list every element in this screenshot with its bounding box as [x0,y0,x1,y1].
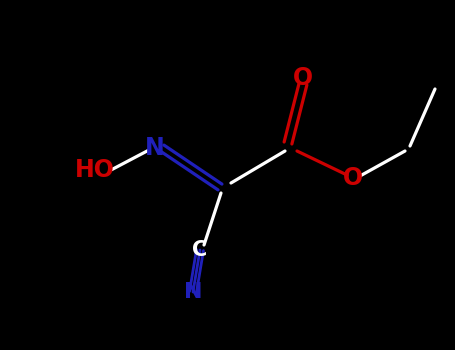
Text: O: O [343,166,363,190]
Text: C: C [192,240,207,260]
Text: N: N [184,282,202,302]
Text: HO: HO [75,158,115,182]
Text: N: N [145,136,165,160]
Text: O: O [293,66,313,90]
